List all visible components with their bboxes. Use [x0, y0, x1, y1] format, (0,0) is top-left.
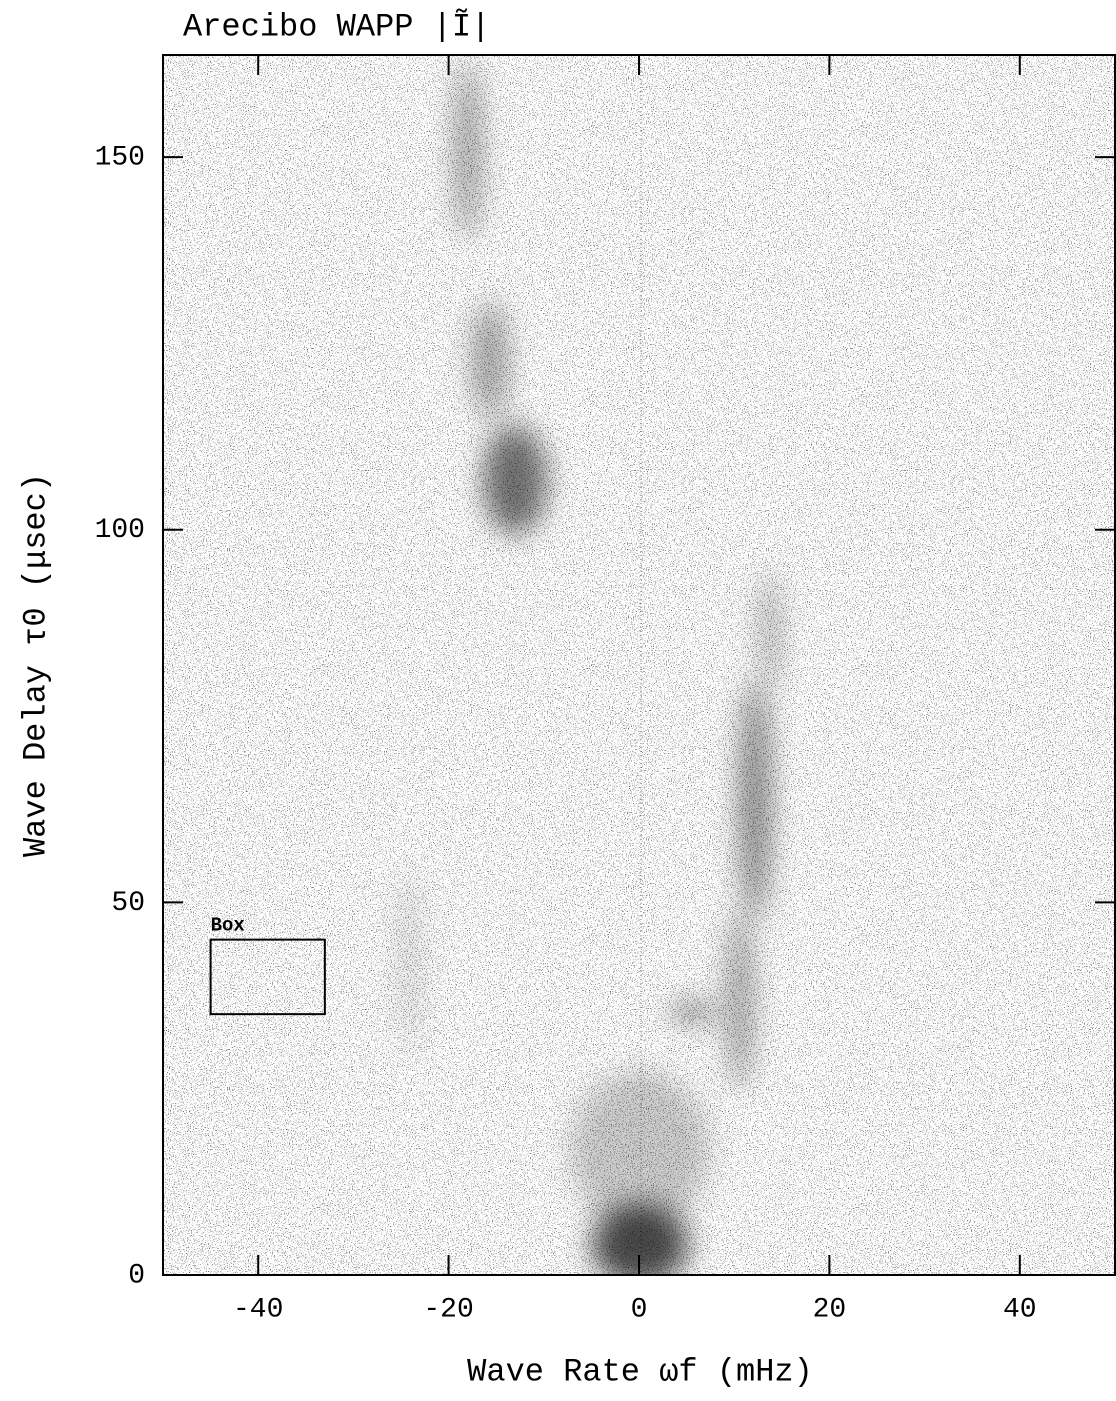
chart-title: Arecibo WAPP |Ĩ|: [183, 8, 490, 45]
y-tick-label: 0: [128, 1260, 145, 1291]
x-tick-label: 20: [813, 1294, 847, 1325]
y-tick-label: 50: [111, 888, 145, 919]
x-axis-label: Wave Rate ωf (mHz): [467, 1353, 813, 1390]
y-tick-label: 100: [95, 515, 145, 546]
x-tick-label: -20: [423, 1294, 473, 1325]
x-tick-label: 0: [631, 1294, 648, 1325]
x-tick-label: -40: [233, 1294, 283, 1325]
density-image: [163, 55, 1115, 1275]
annotation-label: Box: [211, 915, 245, 937]
x-tick-label: 40: [1003, 1294, 1037, 1325]
y-axis-label: Wave Delay τ0 (μsec): [17, 473, 54, 857]
annotation-box: [209, 938, 326, 1016]
y-tick-label: 150: [95, 142, 145, 173]
